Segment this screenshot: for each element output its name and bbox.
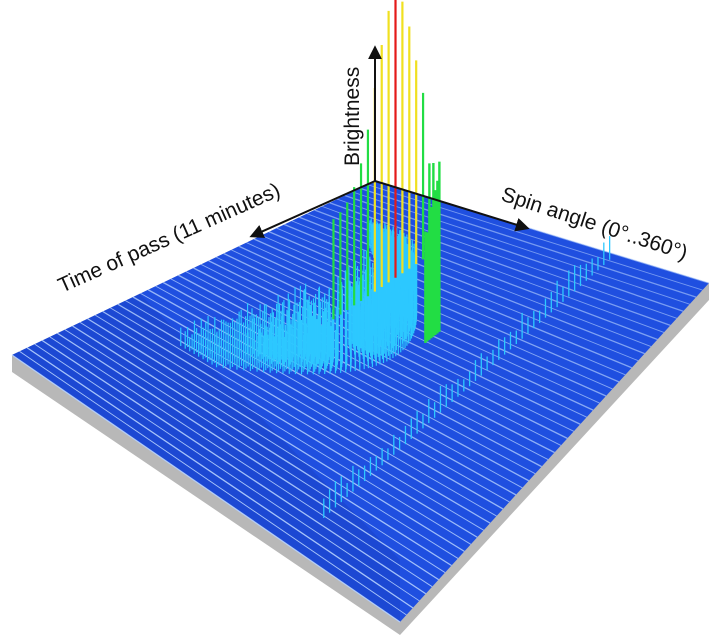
- brightness-axis-label: Brightness: [341, 67, 364, 166]
